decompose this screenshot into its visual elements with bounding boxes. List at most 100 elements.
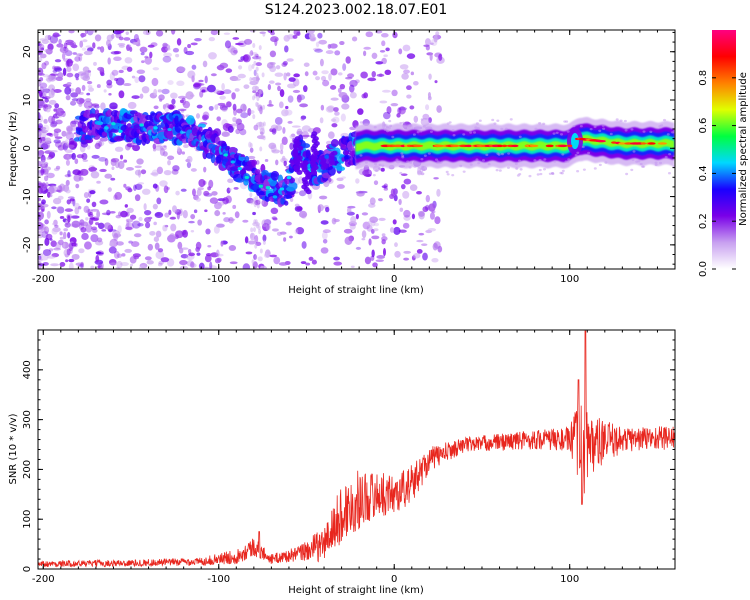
noise-blob [398, 229, 407, 233]
noise-blob [157, 262, 163, 267]
noise-blob [386, 106, 392, 114]
noise-blob [214, 104, 219, 110]
noise-blob [222, 197, 229, 205]
noise-blob [104, 173, 113, 179]
noise-blob [118, 44, 125, 48]
noise-blob [327, 105, 335, 112]
noise-blob [409, 105, 415, 110]
noise-blob [422, 125, 426, 128]
noise-blob [378, 217, 386, 222]
noise-blob [48, 193, 53, 198]
noise-blob [71, 98, 79, 102]
hotspot [258, 184, 264, 188]
noise-blob [421, 165, 425, 169]
noise-blob [162, 42, 168, 48]
hotspot [111, 122, 116, 126]
noise-blob [255, 223, 259, 229]
noise-blob [40, 129, 49, 133]
noise-blob [428, 203, 436, 212]
noise-blob [209, 265, 217, 269]
noise-blob [66, 199, 71, 205]
noise-blob [413, 253, 421, 259]
noise-blob [381, 233, 386, 237]
noise-blob [300, 115, 305, 121]
noise-blob [38, 252, 44, 256]
noise-blob [108, 246, 117, 254]
noise-blob [354, 79, 360, 84]
noise-blob [111, 69, 119, 76]
noise-blob [664, 155, 668, 159]
noise-blob [65, 208, 73, 212]
noise-blob [249, 110, 255, 114]
noise-blob [233, 187, 239, 190]
noise-blob [411, 213, 416, 220]
noise-blob [362, 169, 369, 176]
noise-blob [38, 100, 46, 108]
noise-blob [294, 229, 299, 235]
ridge-blob [336, 163, 343, 172]
noise-blob [515, 167, 519, 170]
noise-blob [242, 54, 249, 62]
noise-blob [42, 74, 50, 78]
noise-blob [91, 103, 100, 107]
x-tick-label: 0 [391, 574, 397, 585]
noise-blob [138, 265, 147, 269]
noise-blob [62, 242, 66, 249]
noise-blob [86, 198, 91, 203]
noise-blob [382, 248, 386, 257]
noise-blob [285, 105, 289, 110]
noise-blob [129, 263, 134, 267]
noise-blob [62, 131, 70, 136]
noise-blob [403, 209, 411, 218]
noise-blob [41, 199, 46, 205]
noise-blob [125, 226, 133, 230]
noise-blob [123, 83, 132, 87]
noise-blob [261, 219, 268, 227]
noise-blob [109, 262, 117, 266]
noise-blob [321, 70, 329, 75]
noise-blob [175, 190, 180, 196]
snr-plot-area [38, 330, 675, 568]
noise-blob [44, 60, 50, 66]
noise-blob [119, 154, 124, 160]
noise-blob [41, 136, 46, 142]
noise-blob [602, 127, 606, 130]
noise-blob [126, 207, 134, 213]
noise-blob [425, 38, 431, 46]
noise-blob [46, 132, 53, 136]
noise-blob [587, 151, 591, 155]
ridge-blob [280, 197, 285, 205]
noise-blob [567, 158, 571, 161]
noise-blob [152, 183, 158, 189]
noise-blob [153, 88, 158, 96]
noise-blob [451, 129, 455, 132]
noise-blob [66, 58, 73, 67]
noise-blob [51, 222, 56, 226]
noise-blob [129, 46, 133, 52]
noise-blob [289, 197, 294, 203]
noise-blob [320, 220, 329, 225]
noise-blob [164, 212, 170, 218]
noise-blob [83, 205, 90, 214]
noise-blob [255, 72, 259, 78]
noise-blob [165, 47, 171, 51]
noise-blob [92, 42, 96, 49]
colorbar-ticks: 0.0 0.2 0.4 0.6 0.8 [698, 70, 736, 277]
noise-blob [364, 256, 372, 265]
hotspot [118, 129, 123, 133]
noise-blob [56, 185, 63, 194]
noise-blob [245, 251, 253, 255]
noise-blob [382, 111, 391, 120]
noise-blob [94, 142, 101, 150]
noise-blob [49, 185, 58, 194]
noise-blob [179, 260, 188, 266]
noise-blob [206, 84, 216, 93]
noise-blob [581, 145, 585, 149]
noise-blob [205, 252, 212, 257]
noise-blob [42, 249, 52, 256]
noise-blob [44, 219, 49, 225]
noise-blob [604, 161, 608, 164]
noise-blob [551, 172, 555, 176]
noise-blob [53, 128, 62, 133]
noise-blob [69, 41, 77, 48]
